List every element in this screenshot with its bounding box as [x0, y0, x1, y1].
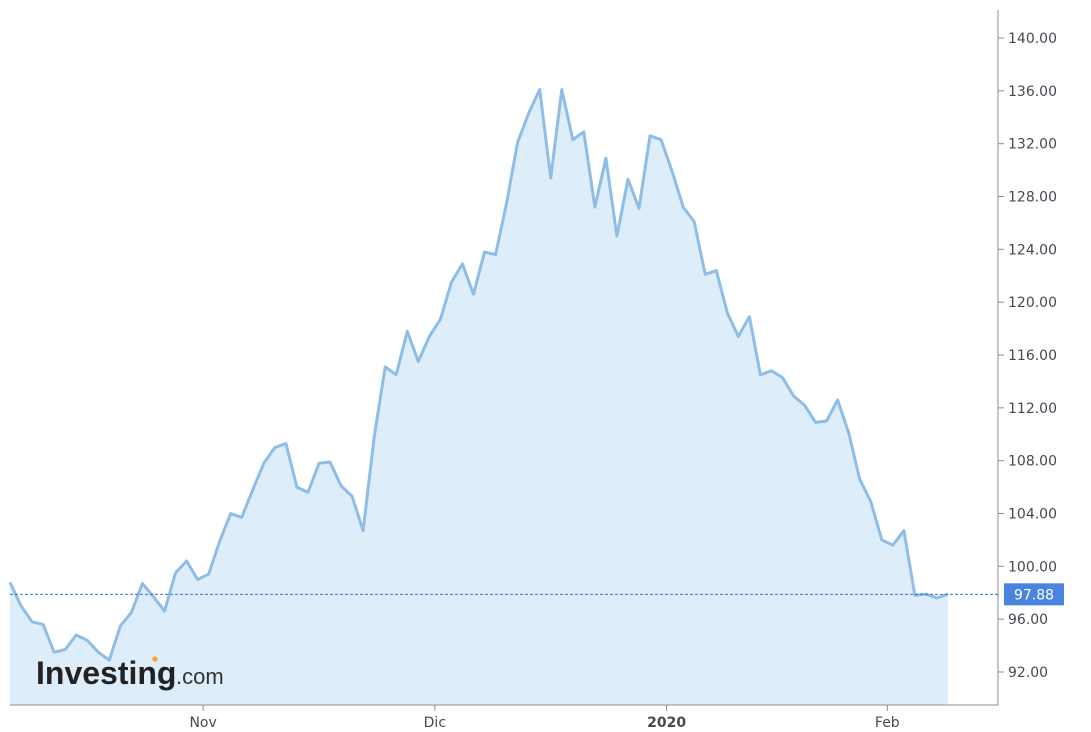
y-tick-label: 92.00	[1008, 665, 1048, 681]
x-tick-label: Nov	[189, 715, 216, 731]
y-tick-label: 136.00	[1008, 84, 1057, 100]
last-value-badge	[1004, 583, 1064, 606]
x-tick-label: Dic	[424, 715, 446, 731]
y-tick-label: 120.00	[1008, 295, 1057, 311]
logo-main-text: Investing	[36, 655, 176, 691]
last-value-label: 97.88	[1014, 587, 1054, 603]
x-tick-label: Feb	[875, 715, 900, 731]
last-value-layer: 97.88	[10, 583, 1064, 606]
y-tick-label: 132.00	[1008, 137, 1057, 153]
y-tick-label: 108.00	[1008, 454, 1057, 470]
y-tick-label: 104.00	[1008, 506, 1057, 522]
logo-suffix-text: .com	[176, 664, 224, 689]
area-layer	[8, 88, 949, 705]
x-axis-ticks: Nov Dic 2020 Feb	[189, 705, 900, 731]
investing-logo: Investing .com	[36, 655, 224, 691]
axes-layer	[10, 10, 999, 706]
y-tick-label: 140.00	[1008, 31, 1057, 47]
y-tick-label: 116.00	[1008, 348, 1057, 364]
x-tick-label: 2020	[647, 715, 686, 731]
y-tick-label: 96.00	[1008, 612, 1048, 628]
y-tick-label: 128.00	[1008, 190, 1057, 206]
y-tick-label: 124.00	[1008, 242, 1057, 258]
logo-dot-icon	[152, 656, 158, 662]
y-axis-ticks: 92.00 96.00 100.00 104.00 108.00 112.00 116.00…	[998, 31, 1057, 681]
y-tick-label: 112.00	[1008, 401, 1057, 417]
series-area-fill	[10, 89, 948, 705]
y-tick-label: 100.00	[1008, 559, 1057, 575]
series-line	[8, 88, 949, 662]
